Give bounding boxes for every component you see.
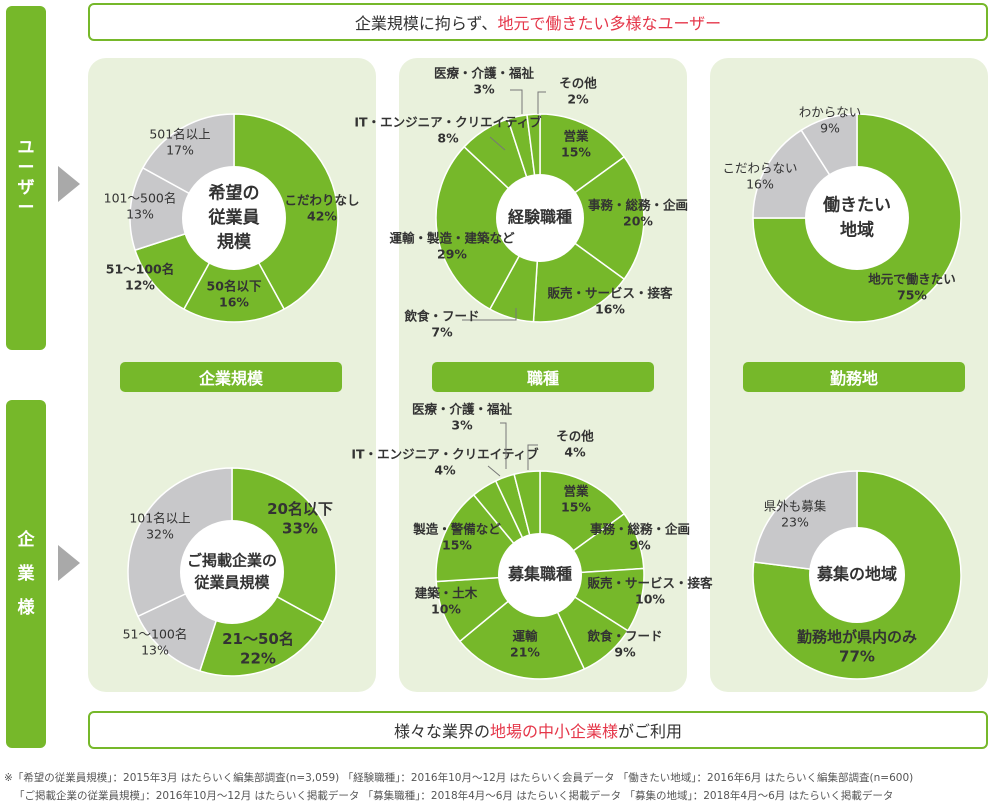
slice-label: 販売・サービス・接客 10% [587, 575, 713, 606]
slice-label: 501名以上 17% [149, 126, 210, 157]
banner-highlight: 地場の中小企業様 [489, 722, 618, 741]
chart-center-title: 経験職種 [508, 208, 572, 227]
slice-label: 地元で働きたい 75% [868, 271, 956, 302]
slice-label: 51～100名 12% [106, 261, 175, 292]
slice-label: 51～100名 13% [123, 626, 188, 657]
donut-hole [496, 174, 584, 262]
side-char: ー [17, 158, 35, 178]
chart-center-title: ご掲載企業の従業員規模 [187, 552, 277, 592]
leader-line [527, 444, 538, 470]
slice-label: 飲食・フード 7% [403, 308, 479, 339]
side-char: ザ [17, 178, 35, 198]
leader-line [510, 89, 523, 114]
slice-label: 医療・介護・福祉 3% [412, 401, 513, 432]
side-char: ユ [17, 138, 35, 158]
slice-label: 事務・総務・企画 9% [590, 521, 690, 552]
slice-label: その他 2% [559, 75, 597, 106]
footnote: 「ご掲載企業の従業員規模」：2016年10月～12月 はたらいく掲載データ 「募… [14, 790, 894, 802]
slice-label: 50名以下 16% [207, 278, 262, 309]
pie-slice [435, 145, 541, 311]
slice-label: 製造・警備など 15% [412, 521, 501, 552]
slice-label: IT・エンジニア・クリエイティブ 8% [354, 114, 542, 145]
chart-center-title: 希望の従業員規模 [208, 182, 260, 252]
slice-label: 営業 15% [561, 483, 591, 514]
slice-label: IT・エンジニア・クリエイティブ 4% [351, 446, 539, 477]
arrow-right-icon [58, 545, 80, 581]
slice-label: 飲食・フード 9% [586, 628, 662, 659]
banner-text: 様々な業界の [393, 722, 490, 741]
pie-slice [752, 113, 962, 323]
side-char: ー [17, 198, 35, 218]
slice-label: 運輸・製造・建築など 29% [389, 230, 515, 261]
leader-line [487, 465, 501, 477]
slice-label: こだわりなし 42% [284, 192, 359, 223]
slice-label: 医療・介護・福祉 3% [434, 65, 535, 96]
slice-label: 20名以下 33% [267, 500, 333, 538]
side-char: 企 [17, 530, 35, 550]
slice-label: 建築・土木 10% [415, 585, 478, 616]
slice-label: 事務・総務・企画 20% [588, 197, 688, 228]
bottom-banner: 様々な業界の 地場の中小企業様 がご利用 [88, 711, 988, 749]
side-char: 業 [17, 564, 35, 584]
slice-label: 21～50名 22% [222, 630, 294, 668]
slice-label: その他 4% [556, 428, 594, 459]
slice-label: 営業 15% [561, 128, 591, 159]
pie-slice [129, 166, 236, 252]
leader-line [537, 91, 546, 114]
slice-label: 101～500名 13% [104, 190, 177, 221]
pie-slice [458, 573, 586, 680]
donut-hole [180, 520, 284, 624]
arrow-right-icon [58, 166, 80, 202]
category-label-job: 職種 [432, 362, 654, 392]
banner-text: がご利用 [618, 722, 683, 741]
slice-label: 勤務地が県内のみ 77% [797, 628, 917, 666]
banner-text: 企業規模に拘らず、 [354, 14, 498, 33]
pie-slice [538, 155, 645, 281]
banner-highlight: 地元で働きたい多様なユーザー [497, 14, 722, 33]
category-label-area: 勤務地 [743, 362, 965, 392]
leader-line [462, 308, 517, 321]
leader-line [500, 422, 507, 469]
footnote: ※「希望の従業員規模」：2015年3月 はたらいく編集部調査(n=3,059) … [4, 772, 914, 784]
side-char: 様 [17, 598, 35, 618]
slice-label: 県外も募集 23% [764, 498, 827, 529]
slice-label: わからない 9% [799, 104, 862, 135]
donut-hole [498, 533, 582, 617]
chart-center-title: 働きたい地域 [822, 195, 891, 241]
donut-hole [809, 527, 905, 623]
chart-center-title: 募集職種 [507, 565, 572, 584]
top-banner: 企業規模に拘らず、 地元で働きたい多様なユーザー [88, 3, 988, 41]
slice-label: こだわらない 16% [722, 160, 797, 191]
slice-label: 運輸 21% [510, 628, 540, 659]
side-label-user: ユ ー ザ ー [6, 6, 46, 350]
leader-line [489, 136, 506, 151]
side-label-company: 企 業 様 [6, 400, 46, 748]
slice-label: 101名以上 32% [129, 510, 190, 541]
donut-hole [182, 166, 286, 270]
chart-center-title: 募集の地域 [816, 565, 897, 584]
donut-hole [805, 166, 909, 270]
category-label-size: 企業規模 [120, 362, 342, 392]
slice-label: 販売・サービス・接客 16% [547, 285, 673, 316]
